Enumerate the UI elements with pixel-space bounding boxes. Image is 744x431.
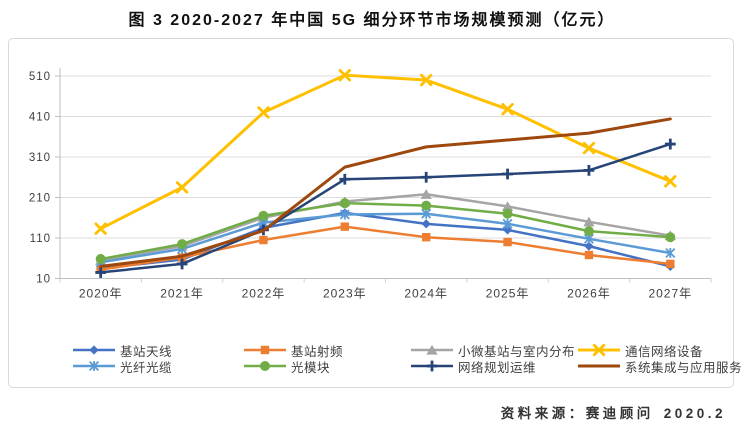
legend-label: 光纤光缆: [120, 360, 173, 375]
series-line: [99, 117, 672, 268]
series-marker: [502, 225, 513, 235]
series-marker: [421, 200, 432, 211]
series-marker: [89, 345, 99, 355]
series-line: [99, 142, 672, 274]
source-note: 资料来源：赛迪顾问 2020.2: [501, 402, 726, 422]
chart-legend: 基站天线 基站射频 小微基站与室内分布 通信网络设备光纤光缆 光模块 网络规划运维 系统集成…: [9, 39, 742, 387]
y-axis-label: 210: [29, 193, 51, 205]
series-marker: [664, 175, 677, 188]
x-axis-label: 2021年: [160, 287, 204, 301]
series-marker: [258, 210, 269, 221]
series-marker: [583, 216, 595, 227]
legend-item: 小微基站与室内分布: [411, 342, 576, 359]
series-marker: [340, 222, 350, 231]
series-marker: [339, 173, 351, 185]
x-axis-label: 2024年: [404, 287, 448, 301]
series-marker: [426, 344, 438, 355]
series-marker: [175, 181, 189, 194]
legend-item: 系统集成与应用服务: [578, 358, 743, 375]
legend-label: 系统集成与应用服务: [625, 360, 743, 375]
series-marker: [421, 219, 431, 229]
series-marker: [665, 247, 676, 259]
series-marker: [339, 209, 350, 220]
x-axis-label: 2020年: [79, 287, 123, 301]
y-axis-label: 510: [29, 71, 51, 83]
series-marker: [583, 164, 595, 176]
legend-marker-icon: [578, 364, 620, 368]
series-marker: [421, 232, 431, 242]
series-marker: [666, 259, 675, 269]
y-axis-label: 10: [36, 274, 51, 286]
legend-item: 基站射频: [244, 342, 344, 359]
series-marker: [502, 168, 513, 180]
chart-title: 图 3 2020-2027 年中国 5G 细分环节市场规模预测（亿元）: [128, 12, 616, 29]
y-axis-label: 410: [29, 112, 51, 124]
series-marker: [501, 103, 514, 116]
series-marker: [88, 360, 100, 372]
series-marker: [592, 343, 606, 357]
source-date: 2020.2: [663, 406, 726, 421]
series-marker: [503, 237, 512, 247]
series-line: [99, 193, 672, 262]
line-chart: 10 110 210 310 410 510 2020年 2021年 2022年 2023年 202…: [29, 68, 712, 301]
series-marker: [664, 138, 676, 150]
source-label: 资料来源：: [500, 406, 586, 421]
series-marker: [95, 254, 106, 265]
legend-marker-icon: [411, 360, 453, 372]
series-marker: [502, 218, 513, 229]
series-marker: [94, 222, 107, 235]
series-marker: [426, 360, 438, 372]
legend-marker-icon: [244, 345, 286, 355]
series-line: [99, 201, 672, 261]
x-axis-label: 2023年: [323, 287, 367, 301]
series-marker: [584, 241, 594, 251]
legend-item: 通信网络设备: [578, 342, 704, 359]
series-marker: [257, 106, 270, 119]
legend-label: 通信网络设备: [625, 344, 704, 359]
chart-panel: 10 110 210 310 410 510 2020年 2021年 2022年 2023年 202…: [8, 38, 742, 388]
series-marker: [583, 226, 594, 237]
x-axis-label: 2026年: [567, 287, 611, 301]
legend-marker-icon: [73, 360, 115, 372]
legend-marker-icon: [411, 344, 453, 355]
series-line: [99, 73, 672, 231]
legend-marker-icon: [578, 343, 620, 357]
x-axis-label: 2027年: [648, 287, 692, 301]
series-marker: [502, 208, 513, 219]
series-marker: [260, 345, 270, 355]
legend-item: 光纤光缆: [73, 358, 173, 375]
series-marker: [176, 258, 188, 270]
series-marker: [338, 68, 352, 82]
series-marker: [419, 73, 433, 87]
legend-marker-icon: [73, 345, 115, 355]
series-marker: [501, 201, 514, 212]
legend-label: 基站天线: [120, 344, 173, 359]
series-marker: [420, 171, 432, 183]
legend-label: 小微基站与室内分布: [458, 344, 576, 359]
series-marker: [582, 141, 596, 155]
series-marker: [665, 232, 676, 243]
y-axis-label: 310: [29, 152, 51, 164]
x-axis-label: 2025年: [486, 287, 530, 301]
legend-item: 基站天线: [73, 342, 173, 359]
series-marker: [95, 267, 107, 278]
legend-label: 网络规划运维: [458, 360, 537, 375]
y-axis-label: 110: [30, 233, 51, 245]
series-marker: [339, 198, 350, 209]
series-marker: [420, 189, 432, 199]
series-marker: [584, 250, 594, 260]
series-marker: [177, 239, 188, 250]
legend-item: 光模块: [244, 358, 331, 375]
legend-label: 光模块: [291, 360, 331, 375]
legend-item: 网络规划运维: [411, 358, 537, 375]
series-marker: [260, 361, 270, 371]
source-name: 赛迪顾问: [585, 406, 654, 421]
x-axis-label: 2022年: [242, 287, 286, 301]
series-line: [99, 225, 672, 271]
series-marker: [259, 235, 268, 245]
legend-marker-icon: [244, 361, 286, 371]
legend-label: 基站射频: [291, 344, 344, 359]
series-line: [99, 212, 672, 264]
